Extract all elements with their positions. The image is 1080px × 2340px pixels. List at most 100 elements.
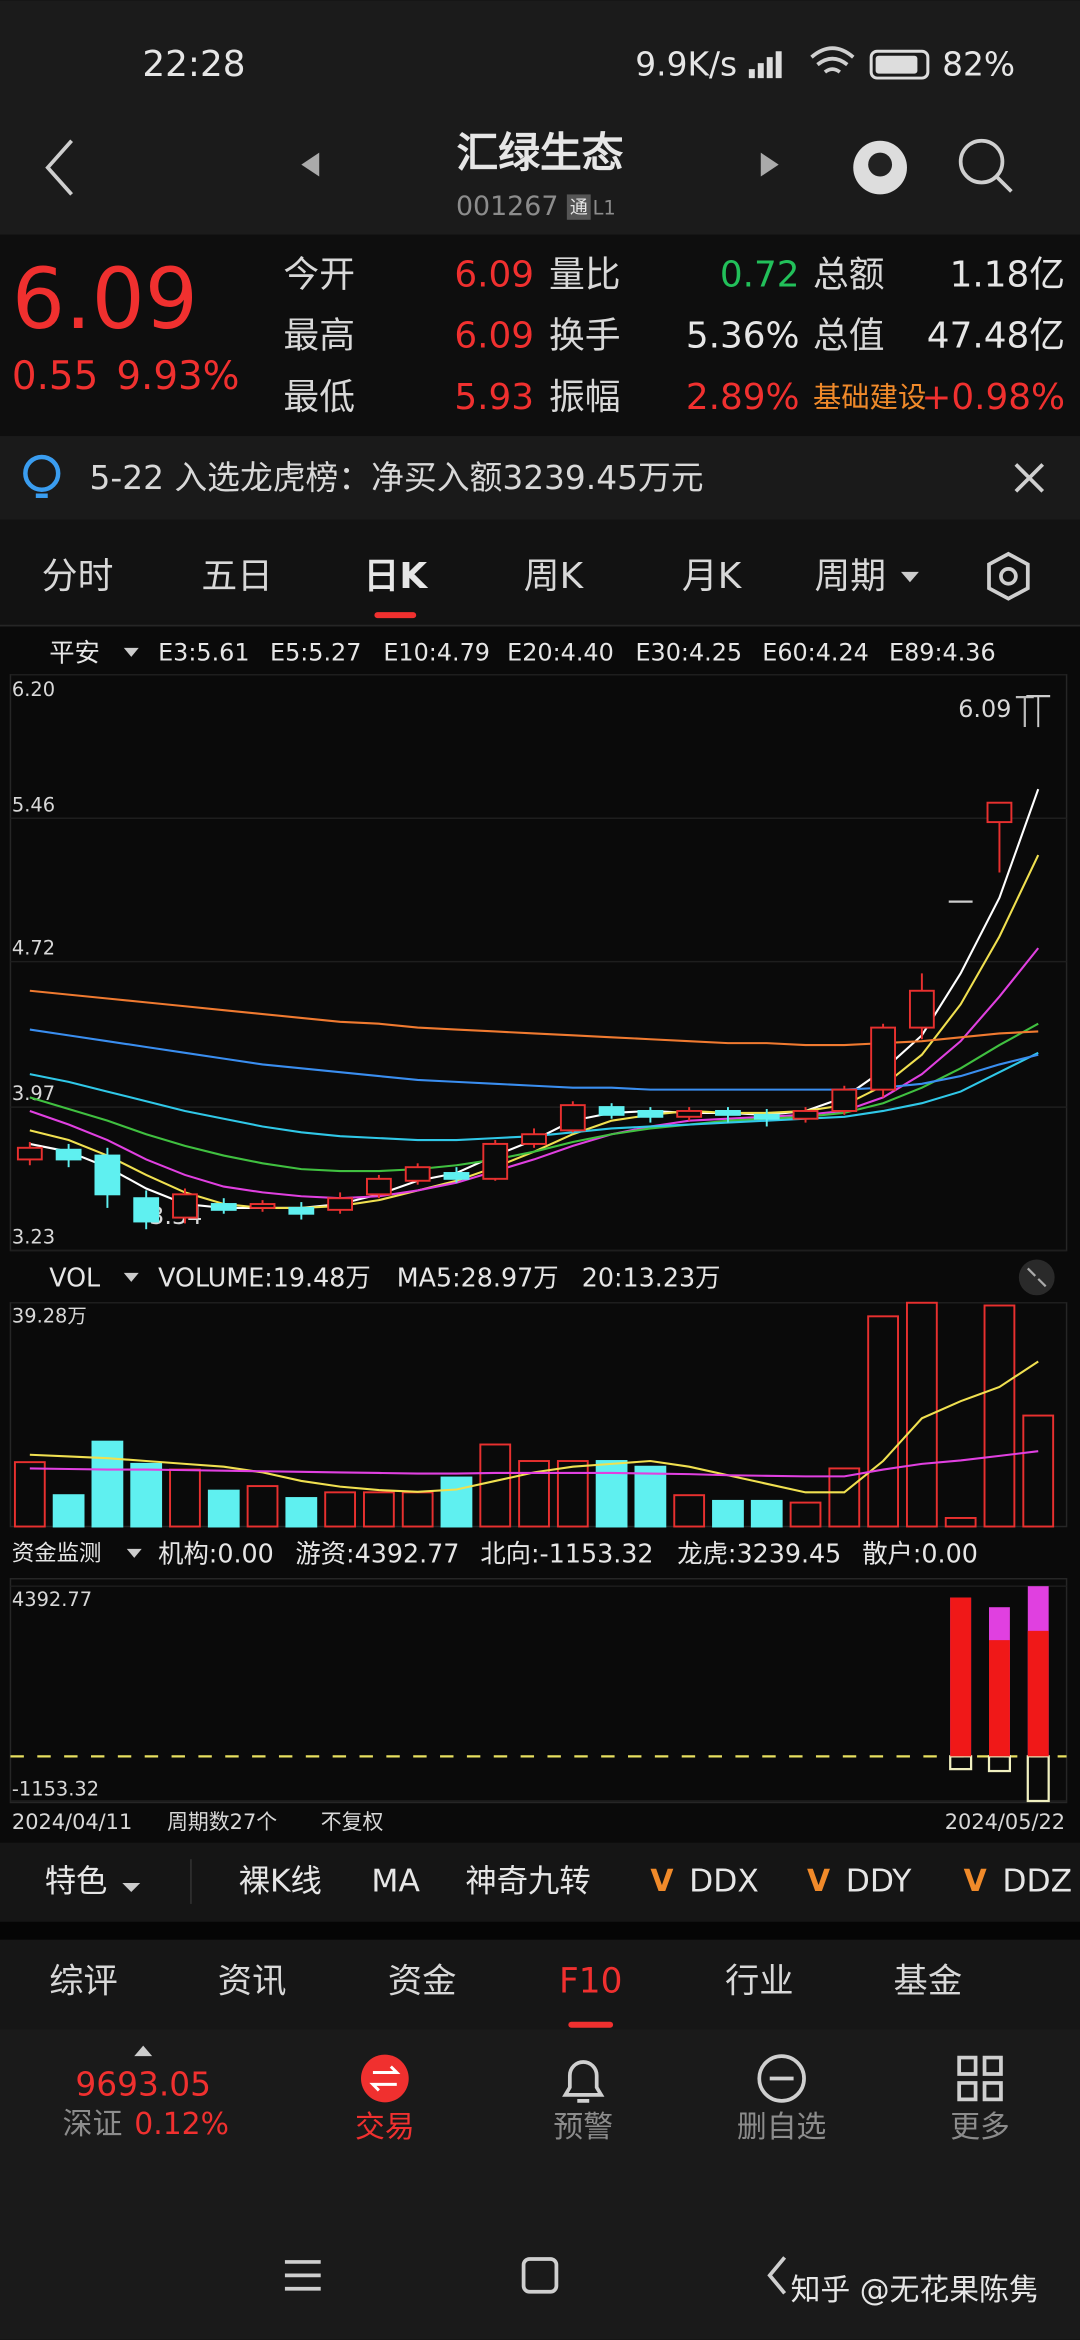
ma-line bbox=[29, 947, 1040, 1200]
quote-value: 1.18亿 bbox=[950, 254, 1066, 295]
toolbar-item[interactable]: DDZ bbox=[1002, 1864, 1072, 1900]
quote-value: 0.72 bbox=[720, 254, 800, 295]
chart-bg bbox=[0, 627, 1080, 1843]
trade-arrows bbox=[369, 2065, 401, 2092]
period-tab[interactable]: 分时 bbox=[42, 556, 114, 597]
back-key[interactable] bbox=[767, 2256, 787, 2295]
candle-body bbox=[870, 1026, 896, 1091]
legend-entry: E3:5.61 bbox=[158, 638, 249, 666]
toolbar-item[interactable]: DDY bbox=[846, 1864, 913, 1900]
search-handle bbox=[995, 175, 1013, 193]
notice-close[interactable] bbox=[1014, 463, 1045, 493]
toolbar: 特色 裸K线 MA 神奇九转 DDX DDY DDZ V V V bbox=[45, 1864, 1072, 1900]
y-tick-label: 6.20 bbox=[12, 678, 55, 701]
nav-label[interactable]: 交易 bbox=[355, 2110, 415, 2145]
candle-body bbox=[365, 1177, 392, 1196]
legend-entry: 机构:0.00 bbox=[158, 1538, 274, 1568]
end-date: 2024/05/22 bbox=[945, 1810, 1065, 1834]
period-tabs: 分时 五日 日K 周K 月K 周期 bbox=[42, 556, 886, 597]
menu-key[interactable] bbox=[284, 2260, 321, 2291]
next-stock[interactable] bbox=[760, 152, 779, 177]
remove-icon[interactable] bbox=[757, 2054, 806, 2103]
level-badge: L1 bbox=[593, 196, 616, 219]
fund-title[interactable]: 资金监测 bbox=[12, 1540, 101, 1566]
vol-title[interactable]: VOL bbox=[49, 1262, 100, 1292]
nav-label[interactable]: 预警 bbox=[553, 2110, 613, 2145]
search-icon[interactable] bbox=[958, 138, 1005, 185]
index-value[interactable]: 9693.05 bbox=[75, 2065, 211, 2103]
period-tab[interactable]: 周K bbox=[524, 556, 585, 597]
candle-body bbox=[288, 1206, 315, 1215]
volume-bar bbox=[207, 1489, 240, 1528]
index-caret bbox=[134, 2045, 153, 2057]
battery-text: 82% bbox=[942, 46, 1015, 84]
alert-icon[interactable] bbox=[562, 2060, 605, 2103]
legend-entry: 20:13.23万 bbox=[582, 1262, 721, 1292]
bottom-tab[interactable]: F10 bbox=[559, 1961, 622, 2001]
expand-arrows bbox=[1026, 1267, 1047, 1288]
volume-bar bbox=[130, 1462, 163, 1528]
period-tab[interactable]: 五日 bbox=[201, 556, 273, 597]
notice-text[interactable]: 5-22 入选龙虎榜：净买入额3239.45万元 bbox=[90, 459, 704, 497]
stock-code: 001267 bbox=[456, 191, 558, 222]
y-tick-label: -1153.32 bbox=[12, 1778, 99, 1801]
volume-bar bbox=[324, 1491, 356, 1528]
nav-label[interactable]: 删自选 bbox=[737, 2110, 826, 2145]
legend-entry: E30:4.25 bbox=[635, 638, 742, 666]
candle-body bbox=[404, 1166, 431, 1182]
period-tab[interactable]: 月K bbox=[682, 556, 743, 597]
volume-bar bbox=[246, 1485, 279, 1528]
legend-entry: E5:5.27 bbox=[270, 638, 361, 666]
back-button[interactable] bbox=[45, 139, 73, 196]
y-tick-label: 4.72 bbox=[12, 937, 55, 960]
fund-frame bbox=[9, 1577, 1068, 1804]
bottom-tab[interactable]: 基金 bbox=[894, 1961, 963, 2001]
network-speed: 9.9K/s bbox=[635, 46, 737, 84]
legend-entry: VOLUME:19.48万 bbox=[158, 1262, 371, 1292]
period-tab[interactable]: 周期 bbox=[814, 556, 886, 597]
y-tick-label: 5.46 bbox=[12, 793, 55, 816]
nav-label[interactable]: 更多 bbox=[950, 2110, 1010, 2145]
quote-value: 5.93 bbox=[454, 377, 534, 418]
more-icon[interactable] bbox=[957, 2055, 1003, 2102]
legend-entry: 游资:4392.77 bbox=[295, 1538, 459, 1568]
candle-body bbox=[443, 1172, 470, 1180]
candle-body bbox=[521, 1133, 547, 1145]
volume-bar bbox=[285, 1497, 318, 1528]
legend-entry: 北向:-1153.32 bbox=[480, 1538, 653, 1568]
candle-body bbox=[172, 1193, 198, 1219]
y-tick-label: 3.23 bbox=[12, 1226, 55, 1249]
indicator[interactable]: 平安 bbox=[49, 637, 100, 667]
price: 6.09 bbox=[12, 250, 198, 348]
home-key[interactable] bbox=[521, 2257, 559, 2294]
toolbar-item[interactable]: 裸K线 bbox=[239, 1864, 322, 1900]
candle-body bbox=[482, 1142, 509, 1180]
candle-body bbox=[133, 1197, 160, 1223]
bottom-tab[interactable]: 综评 bbox=[49, 1961, 118, 2001]
toolbar-item[interactable]: DDX bbox=[689, 1864, 759, 1900]
legend-entry: E89:4.36 bbox=[889, 638, 996, 666]
period-tab[interactable]: 日K bbox=[364, 556, 429, 597]
bottom-tab[interactable]: 资金 bbox=[388, 1961, 457, 2001]
settings-icon[interactable] bbox=[987, 551, 1030, 601]
candle-body bbox=[986, 801, 1013, 824]
volume-bar bbox=[634, 1465, 667, 1528]
volume-bar bbox=[91, 1440, 124, 1528]
candle-body bbox=[831, 1088, 858, 1112]
gap bbox=[0, 1921, 1080, 1940]
bottom-tab[interactable]: 资讯 bbox=[218, 1961, 287, 2001]
toolbar-item[interactable]: 神奇九转 bbox=[465, 1864, 590, 1900]
bottom-tab[interactable]: 行业 bbox=[725, 1961, 794, 2001]
notice-icon bbox=[23, 454, 61, 493]
bottom-tabs-bg bbox=[0, 1939, 1080, 2030]
trade-icon[interactable] bbox=[360, 2054, 409, 2103]
expand-icon[interactable] bbox=[1018, 1259, 1055, 1296]
quote-label: 总额 bbox=[813, 254, 885, 295]
toolbar-item[interactable]: MA bbox=[371, 1864, 420, 1900]
toolbar-item[interactable]: 特色 bbox=[45, 1864, 108, 1900]
battery-icon bbox=[869, 49, 930, 80]
adjust-mode[interactable]: 不复权 bbox=[321, 1810, 384, 1834]
signal-icon bbox=[748, 51, 782, 79]
prev-stock[interactable] bbox=[301, 152, 320, 177]
